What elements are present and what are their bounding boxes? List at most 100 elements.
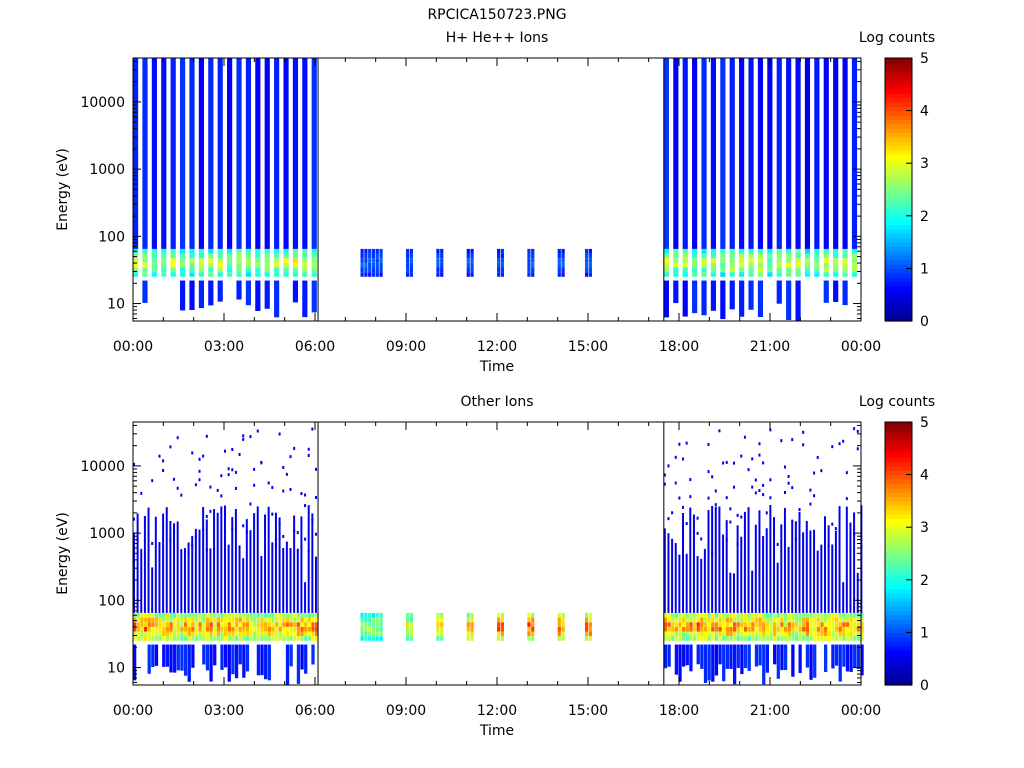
heatmap-cell — [371, 272, 376, 277]
heatmap-cell — [757, 267, 764, 273]
heatmap-cell — [838, 622, 842, 627]
heatmap-cell — [173, 617, 177, 623]
y-axis-label: Energy (eV) — [55, 148, 71, 231]
heatmap-cell — [696, 617, 700, 623]
colorbar-swatch — [885, 628, 912, 633]
heatmap-cell — [725, 644, 729, 669]
heatmap-cell — [300, 636, 304, 641]
heatmap-cell — [692, 631, 697, 637]
heatmap-cell — [255, 253, 261, 259]
heatmap-cell — [161, 58, 167, 249]
heatmap-cell — [470, 258, 474, 263]
heatmap-cell — [561, 253, 565, 259]
heatmap-cell — [466, 622, 470, 627]
heatmap-cell — [714, 489, 717, 493]
heatmap-cell — [165, 617, 170, 623]
heatmap-cell — [787, 631, 791, 637]
heatmap-cell — [282, 626, 286, 632]
heatmap-cell — [527, 262, 531, 268]
heatmap-cell — [315, 636, 319, 641]
heatmap-cell — [296, 548, 299, 552]
heatmap-cell — [165, 507, 168, 613]
heatmap-cell — [860, 617, 864, 623]
heatmap-cell — [216, 626, 220, 632]
heatmap-cell — [227, 612, 231, 618]
heatmap-cell — [289, 487, 292, 491]
heatmap-cell — [732, 485, 735, 489]
heatmap-cell — [802, 636, 806, 641]
heatmap-cell — [191, 617, 195, 623]
heatmap-cell — [787, 626, 791, 632]
heatmap-cell — [170, 58, 176, 249]
x-tick-label: 09:00 — [386, 703, 426, 719]
heatmap-cell — [209, 509, 212, 513]
heatmap-cell — [187, 644, 191, 682]
heatmap-cell — [440, 612, 444, 618]
heatmap-cell — [739, 262, 745, 268]
x-axis-label: Time — [479, 723, 514, 739]
heatmap-cell — [307, 549, 310, 553]
heatmap-cell — [780, 626, 784, 632]
heatmap-cell — [722, 461, 725, 465]
heatmap-cell — [736, 513, 739, 517]
heatmap-cell — [169, 520, 172, 613]
heatmap-cell — [674, 455, 677, 459]
heatmap-cell — [253, 631, 257, 637]
heatmap-cell — [739, 58, 745, 249]
heatmap-cell — [827, 617, 831, 623]
colorbar-swatch — [885, 527, 912, 533]
heatmap-cell — [267, 617, 271, 623]
heatmap-cell — [256, 631, 261, 637]
heatmap-cell — [285, 622, 290, 627]
heatmap-cell — [804, 58, 811, 249]
heatmap-cell — [805, 636, 810, 641]
heatmap-cell — [814, 262, 820, 268]
heatmap-cell — [245, 248, 252, 254]
heatmap-cell — [853, 533, 856, 537]
heatmap-cell — [169, 622, 173, 627]
heatmap-cell — [173, 530, 176, 534]
heatmap-cell — [154, 644, 159, 666]
heatmap-cell — [205, 626, 210, 632]
heatmap-cell — [151, 272, 157, 277]
heatmap-cell — [249, 435, 252, 439]
colorbar-swatch — [885, 575, 912, 581]
x-axis-label: Time — [479, 359, 514, 375]
heatmap-cell — [202, 636, 206, 641]
heatmap-cell — [238, 622, 242, 627]
heatmap-cell — [794, 521, 797, 525]
heatmap-cell — [209, 617, 213, 623]
heatmap-cell — [143, 516, 146, 613]
heatmap-cell — [700, 617, 704, 623]
heatmap-cell — [242, 617, 246, 623]
colorbar-swatch — [885, 606, 912, 612]
heatmap-cell — [667, 517, 670, 521]
heatmap-cell — [436, 262, 440, 268]
heatmap-cell — [173, 631, 177, 637]
colorbar-swatch — [885, 645, 912, 651]
colorbar-swatch — [885, 658, 912, 664]
colorbar-swatch — [885, 272, 912, 278]
heatmap-cell — [588, 258, 592, 263]
heatmap-cell — [213, 626, 217, 632]
heatmap-cell — [253, 626, 257, 632]
colorbar-swatch — [885, 79, 912, 85]
heatmap-cell — [692, 267, 698, 273]
heatmap-cell — [202, 506, 205, 613]
heatmap-cell — [440, 248, 444, 254]
heatmap-cell — [696, 516, 699, 520]
heatmap-cell — [409, 262, 414, 268]
heatmap-cell — [227, 267, 233, 273]
heatmap-cell — [213, 617, 217, 623]
heatmap-cell — [315, 532, 317, 536]
heatmap-cell — [856, 617, 861, 623]
colorbar-swatch — [885, 237, 912, 243]
colorbar-swatch — [885, 106, 912, 112]
heatmap-cell — [315, 622, 319, 627]
heatmap-cell — [311, 518, 314, 522]
heatmap-cell — [282, 617, 286, 623]
heatmap-cell — [173, 644, 177, 673]
y-tick-label: 100 — [98, 593, 125, 609]
heatmap-cell — [842, 582, 845, 613]
